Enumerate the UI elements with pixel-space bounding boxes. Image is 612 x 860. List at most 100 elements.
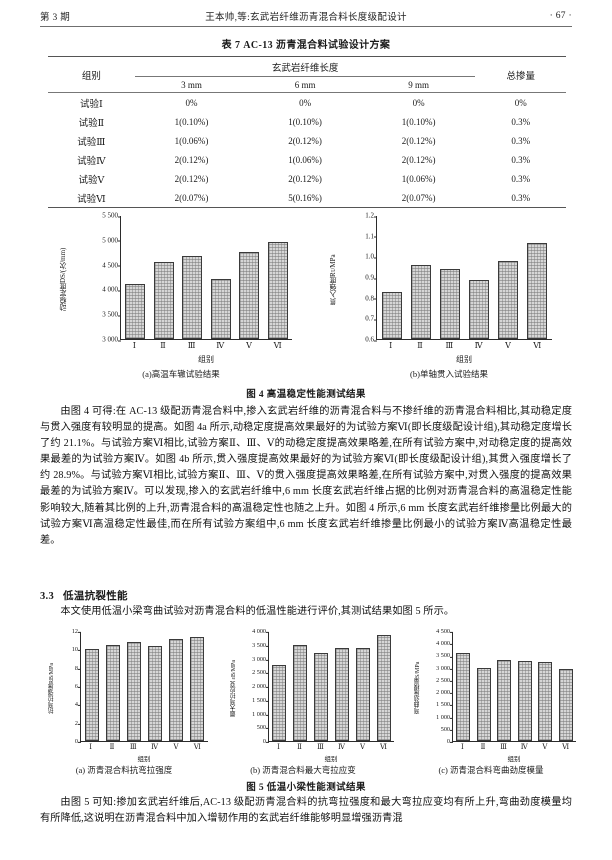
chart-x-tick-label: Ⅵ (193, 743, 201, 751)
chart-y-tick-label: 10 (72, 647, 81, 653)
chart-bar (456, 652, 471, 741)
chart-x-tick-label: Ⅵ (273, 341, 282, 350)
table-row: 试验Ⅲ 1(0.06%) 2(0.12%) 2(0.12%) 0.3% (48, 131, 566, 150)
chart-bar (498, 261, 519, 339)
figure-4: 动稳定度DS/(次/mm) 3 000 3 500 4 000 4 500 5 000 5… (40, 208, 572, 379)
chart-bar (105, 644, 120, 741)
figure-5c-tag: (c) (438, 765, 448, 775)
chart-y-tick-label: 1 000 (252, 711, 269, 717)
chart-plot-area (268, 632, 394, 742)
chart-bar (314, 652, 329, 741)
chart-y-tick-mark (118, 290, 121, 292)
table-cell-6mm: 2(0.12%) (288, 135, 322, 146)
chart-x-tick-label: Ⅴ (173, 743, 179, 751)
chart-y-tick-label: 3 500 (102, 311, 121, 319)
chart-x-tick-label: Ⅰ (277, 743, 280, 751)
chart-y-tick-mark (118, 315, 121, 317)
table-row: 试验Ⅱ 1(0.10%) 1(0.10%) 1(0.10%) 0.3% (48, 112, 566, 131)
table-col-header-span: 玄武岩纤维长度 (134, 56, 476, 77)
chart-bar (153, 261, 174, 339)
chart-y-tick-label: 6 (75, 683, 81, 690)
chart-y-tick-label: 4 500 (436, 628, 453, 635)
chart-bar (126, 641, 141, 741)
chart-y-tick-mark (266, 728, 269, 730)
table-col-header-group: 组别 (48, 56, 135, 93)
chart-y-tick-mark (266, 700, 269, 702)
chart-x-tick-label: Ⅰ (89, 743, 93, 751)
chart-y-tick-mark (78, 650, 81, 652)
chart-y-tick-mark (266, 631, 269, 633)
chart-x-tick-label: Ⅳ (216, 341, 225, 350)
chart-y-tick-mark (78, 686, 81, 688)
paragraph-low-temp-intro: 本文使用低温小梁弯曲试验对沥青混合料的低温性能进行评价,其测试结果如图 5 所示… (60, 606, 455, 617)
chart-y-tick-label: 0.9 (365, 274, 377, 282)
table-col-header-3mm: 3 mm (181, 79, 202, 90)
figure-4-caption: 图 4 高温稳定性能测试结果 (246, 390, 366, 400)
table-row: 试验Ⅰ 0% 0% 0% 0% (48, 92, 566, 112)
section-heading-3-3: 3.3 低温抗裂性能 (40, 588, 128, 603)
chart-bar (267, 241, 288, 339)
chart-x-tick-label: Ⅲ (187, 341, 196, 350)
table-cell-3mm: 2(0.12%) (174, 154, 209, 165)
chart-bar (148, 646, 163, 741)
table-col-header-9mm: 9 mm (408, 79, 429, 90)
figure-5b-tag: (b) (250, 765, 261, 775)
table-cell-6mm: 5(0.16%) (248, 188, 362, 208)
chart-flexural-strength: 抗弯拉强度RB/MPa 0 2 4 6 8 10 12 Ⅰ Ⅱ Ⅲ Ⅳ Ⅴ Ⅵ 组别 (44, 626, 220, 763)
chart-y-tick-label: 3 000 (436, 665, 453, 672)
chart-plot-area (376, 216, 552, 340)
chart-x-ticks: Ⅰ Ⅱ Ⅲ Ⅳ Ⅴ Ⅵ (120, 341, 292, 350)
chart-y-tick-mark (266, 645, 269, 647)
chart-x-tick-label: Ⅱ (297, 743, 302, 751)
table-header-row-2: 3 mm 6 mm 9 mm (48, 77, 566, 93)
chart-bar (182, 256, 203, 339)
chart-y-tick-label: 2 500 (252, 669, 269, 676)
table-header-row-1: 组别 玄武岩纤维长度 总掺量 (48, 56, 566, 93)
chart-x-tick-label: Ⅲ (317, 743, 324, 751)
chart-y-tick-mark (266, 659, 269, 661)
chart-x-tick-label: Ⅵ (533, 341, 542, 350)
table-cell-group: 试验Ⅳ (77, 156, 106, 167)
chart-y-axis-label: 最大弯拉应变 εB/MPa (231, 659, 237, 717)
chart-y-tick-label: 4 000 (102, 286, 121, 294)
chart-y-tick-mark (450, 729, 453, 731)
chart-y-tick-mark (78, 741, 81, 743)
chart-x-tick-label: Ⅱ (109, 743, 115, 751)
chart-x-tick-label: Ⅴ (542, 743, 548, 751)
chart-y-tick-mark (450, 717, 453, 719)
chart-x-ticks: Ⅰ Ⅱ Ⅲ Ⅳ Ⅴ Ⅵ (376, 341, 552, 350)
chart-y-ticks: 0 2 4 6 8 10 12 (58, 628, 81, 745)
chart-bar (476, 668, 491, 741)
table-caption: 表 7 AC-13 沥青混合料试验设计方案 (221, 40, 391, 51)
running-head-title: 王本帅,等:玄武岩纤维沥青混合料长度级配设计 (205, 13, 407, 23)
chart-y-tick-label: 0 (263, 738, 269, 745)
chart-bar (125, 284, 146, 339)
chart-y-ticks: 3 000 3 500 4 000 4 500 5 000 5 500 (82, 212, 121, 343)
chart-bar (410, 265, 431, 339)
table-cell-3mm: 1(0.06%) (174, 135, 209, 146)
chart-y-tick-mark (266, 741, 269, 743)
chart-bar (355, 647, 370, 741)
table-cell-9mm: 2(0.07%) (361, 188, 476, 208)
chart-bar (376, 635, 391, 741)
chart-bending-stiffness-modulus: 弯曲劲度模量S/MPa 0 500 1 000 1 500 2 000 2 500 3 00… (410, 626, 590, 763)
chart-y-tick-label: 3 000 (102, 336, 121, 344)
chart-y-tick-label: 0.8 (365, 295, 377, 302)
chart-y-tick-label: 1.1 (365, 233, 377, 240)
chart-y-tick-mark (118, 216, 121, 217)
chart-plot-area (120, 216, 292, 340)
chart-x-tick-label: Ⅲ (445, 341, 454, 350)
chart-x-tick-label: Ⅵ (379, 743, 388, 751)
figure-5c-text: 沥青混合料弯曲劲度模量 (450, 765, 544, 775)
chart-x-tick-label: Ⅰ (389, 341, 393, 350)
chart-bar (469, 279, 490, 339)
chart-bar (497, 659, 512, 741)
chart-y-tick-mark (266, 714, 269, 716)
chart-y-tick-mark (450, 693, 453, 695)
chart-y-tick-label: 1.2 (365, 212, 377, 220)
chart-x-tick-label: Ⅳ (520, 743, 528, 751)
chart-bar (169, 639, 184, 741)
figure-5: 抗弯拉强度RB/MPa 0 2 4 6 8 10 12 Ⅰ Ⅱ Ⅲ Ⅳ Ⅴ Ⅵ 组别 最大弯拉应变 ε… (36, 626, 584, 776)
